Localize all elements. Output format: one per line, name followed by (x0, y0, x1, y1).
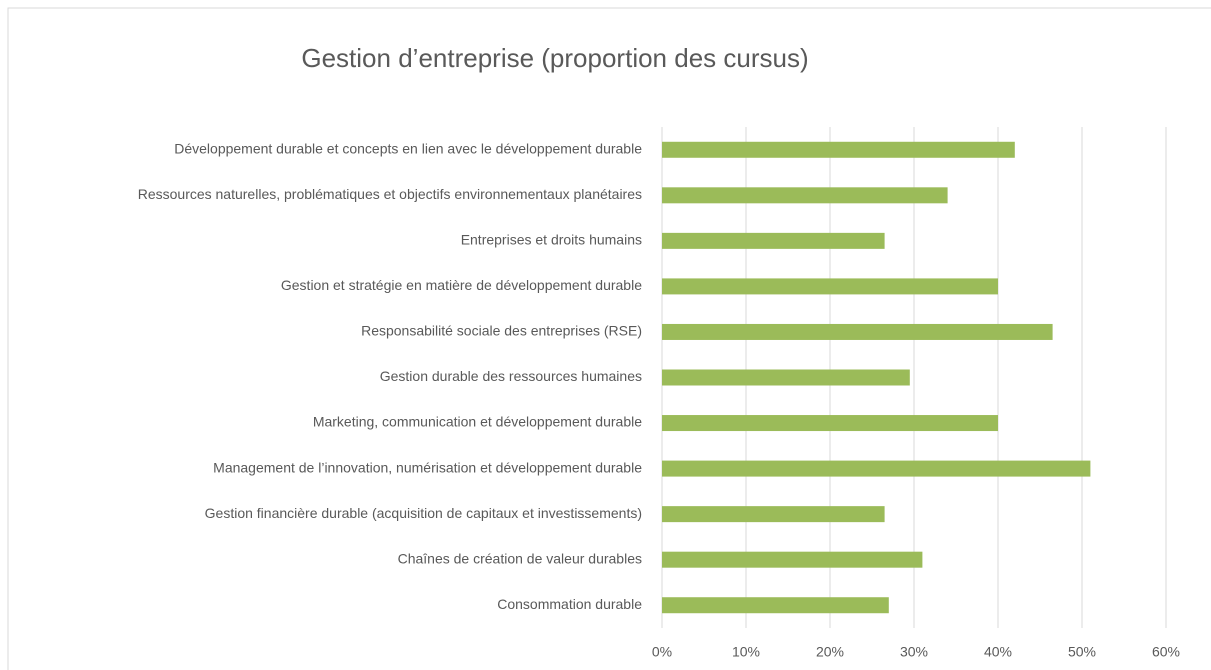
bar (662, 369, 910, 386)
y-tick-label: Chaînes de création de valeur durables (398, 550, 642, 566)
y-tick-label: Ressources naturelles, problématiques et… (138, 186, 642, 202)
bar (662, 551, 923, 568)
y-tick-label: Consommation durable (497, 596, 642, 612)
y-tick-label: Gestion financière durable (acquisition … (205, 505, 642, 521)
bar (662, 597, 889, 614)
y-tick-label: Marketing, communication et développemen… (313, 414, 642, 430)
bar (662, 460, 1091, 477)
bar (662, 506, 885, 523)
x-tick-label: 60% (1152, 644, 1180, 660)
bar (662, 187, 948, 204)
y-tick-label: Responsabilité sociale des entreprises (… (361, 323, 642, 339)
bar (662, 278, 998, 295)
y-tick-label: Développement durable et concepts en lie… (174, 140, 642, 156)
bar (662, 323, 1053, 340)
y-tick-label: Entreprises et droits humains (461, 232, 642, 248)
bar (662, 141, 1015, 158)
bar (662, 232, 885, 249)
chart-title: Gestion d’entreprise (proportion des cur… (301, 43, 808, 73)
x-tick-label: 20% (816, 644, 844, 660)
x-tick-label: 0% (652, 644, 672, 660)
x-tick-label: 30% (900, 644, 928, 660)
x-tick-label: 40% (984, 644, 1012, 660)
y-tick-label: Management de l’innovation, numérisation… (213, 459, 642, 475)
x-tick-label: 10% (732, 644, 760, 660)
y-tick-label: Gestion durable des ressources humaines (380, 368, 642, 384)
bar (662, 415, 998, 432)
x-tick-label: 50% (1068, 644, 1096, 660)
y-tick-label: Gestion et stratégie en matière de dével… (281, 277, 642, 293)
